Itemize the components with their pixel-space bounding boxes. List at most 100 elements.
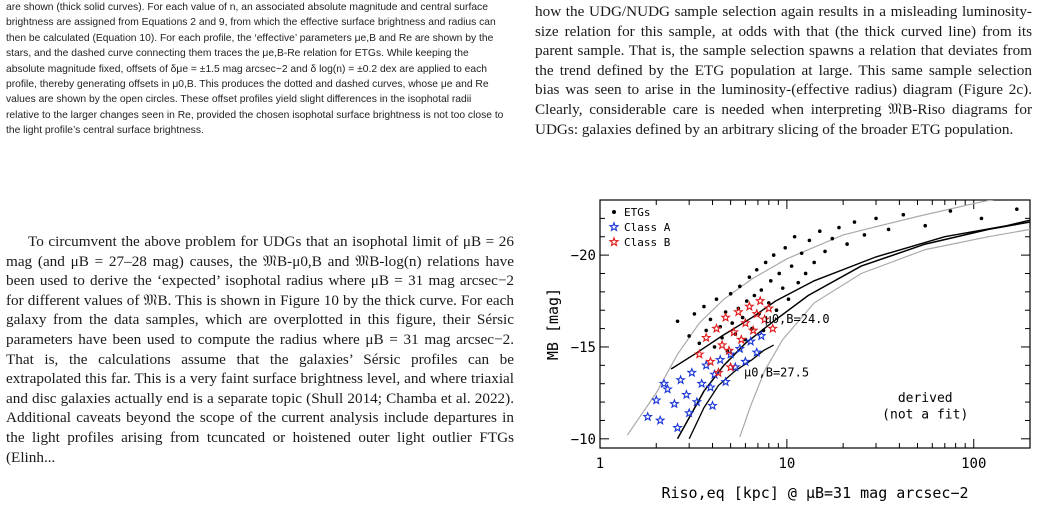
etg-point [692, 312, 697, 316]
etg-point [923, 223, 928, 228]
etg-point [712, 345, 717, 349]
class-b-point [744, 300, 755, 312]
class-a-point [683, 407, 695, 418]
class-b-point [693, 348, 705, 359]
class-a-point [707, 400, 718, 411]
etg-point [761, 328, 766, 333]
class-b-point [735, 333, 747, 345]
luminosity-isophotal-radius-chart: ETGs Class A Class B 1 10 100 −10 −15 −20 Riso,e… [544, 199, 1031, 502]
etg-point [886, 227, 891, 232]
class-a-point [740, 356, 751, 367]
class-b-point [763, 302, 775, 313]
etg-point [792, 234, 797, 239]
y-axis-label: MB [mag] [544, 288, 562, 360]
etg-point [740, 315, 745, 320]
class-a-point [720, 376, 731, 387]
etg-point [812, 260, 816, 265]
class-b-point [767, 323, 778, 334]
plot-frame [599, 199, 1031, 449]
class-b-point [732, 306, 744, 317]
left-column-text: To circumvent the above problem for UDGs… [6, 232, 514, 467]
etg-point [768, 279, 773, 283]
mu-27-label: μ0,B=27.5 [744, 365, 809, 379]
etg-point [817, 229, 822, 234]
not-a-fit-label: (not a fit) [882, 408, 968, 423]
class-b-point [728, 326, 740, 337]
class-b-point [700, 332, 712, 343]
upper-grey-curve [626, 200, 995, 436]
class-a-point [745, 335, 756, 347]
class-a-point [734, 343, 746, 354]
legend-star [608, 221, 620, 232]
thick-relation-curve [676, 221, 1030, 440]
etg-point [697, 341, 702, 346]
class-a-point [675, 374, 686, 385]
etg-point [901, 212, 906, 217]
etg-point [783, 245, 788, 250]
x-tick-label: 1 [596, 456, 604, 472]
class-a-point [691, 396, 703, 407]
class-a-point [642, 411, 653, 422]
y-tick-label: −20 [571, 248, 596, 264]
class-b-point [751, 308, 763, 319]
class-b-point [725, 361, 736, 372]
right-paragraph: how the UDG/NUDG sample selection again … [535, 3, 1032, 138]
class-a-point [705, 381, 716, 392]
class-b-point [754, 295, 766, 306]
left-paragraph: To circumvent the above problem for UDGs… [6, 233, 514, 466]
lower-grey-curve [739, 228, 1030, 438]
class-a-point [751, 346, 763, 357]
class-a-point [669, 398, 680, 409]
mu-24-label: μ0,B=24.0 [765, 312, 830, 326]
class-a-point [658, 378, 670, 389]
x-tick-label: 10 [778, 456, 795, 472]
mu-27-curve [688, 344, 775, 440]
etg-point [771, 253, 776, 257]
etg-point [702, 304, 706, 309]
class-b-point [711, 323, 722, 334]
y-tick-label: −15 [571, 340, 596, 356]
etg-point [747, 275, 752, 279]
etg-point [823, 249, 827, 254]
class-a-point [686, 367, 698, 378]
etg-point [837, 225, 841, 230]
etg-point [807, 238, 812, 243]
etg-point [777, 271, 782, 276]
class-b-point [720, 312, 731, 323]
etg-point [714, 297, 719, 301]
etg-point [759, 288, 764, 292]
y-tick-label: −10 [571, 432, 596, 448]
etg-point [948, 209, 953, 213]
legend-dot [612, 210, 616, 214]
x-tick-label: 100 [961, 456, 986, 472]
x-axis-label: Riso,eq [kpc] @ μB=31 mag arcsec−2 [661, 484, 968, 502]
figure-caption: are shown (thick solid curves). For each… [6, 0, 506, 139]
etg-point [774, 308, 779, 313]
etg-point [786, 297, 791, 301]
etg-point [799, 251, 804, 256]
mu-24-curve [670, 219, 1030, 370]
class-a-point [696, 378, 707, 389]
class-a-point [714, 354, 726, 365]
etg-point [874, 216, 878, 221]
class-a-point [709, 368, 720, 380]
etg-point [780, 286, 785, 290]
etg-point [744, 299, 749, 303]
legend-label: Class B [624, 236, 671, 249]
caption-text: are shown (thick solid curves). For each… [6, 2, 504, 137]
legend-star [608, 236, 620, 247]
legend-label: ETGs [624, 206, 651, 219]
right-column-text: how the UDG/NUDG sample selection again … [535, 2, 1032, 139]
class-b-point [747, 324, 759, 336]
class-b-point [713, 367, 724, 378]
etg-point [723, 310, 728, 314]
etg-point [675, 319, 680, 324]
etg-point [763, 260, 768, 265]
class-a-point [672, 422, 683, 433]
etg-point [789, 264, 794, 268]
etg-point [803, 271, 808, 276]
etg-point [704, 328, 708, 333]
etg-point [796, 280, 801, 285]
etg-point [766, 301, 771, 305]
legend-label: Class A [624, 221, 671, 234]
